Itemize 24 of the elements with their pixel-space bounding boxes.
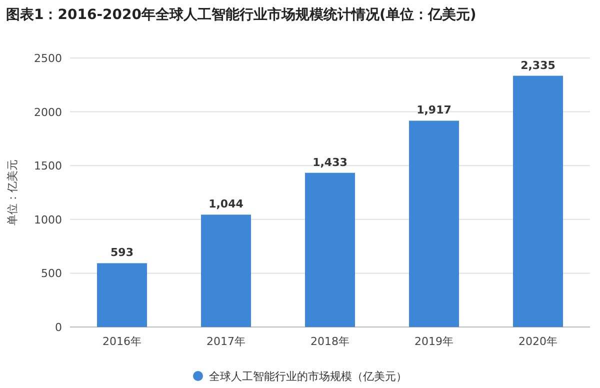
chart-title: 图表1：2016-2020年全球人工智能行业市场规模统计情况(单位：亿美元) [6, 6, 476, 23]
x-tick-label: 2019年 [414, 335, 454, 348]
x-tick-label: 2017年 [206, 335, 246, 348]
y-axis-title: 单位：亿美元 [6, 160, 19, 226]
y-tick-label: 2500 [34, 52, 62, 65]
bar [409, 120, 459, 327]
bar [97, 263, 147, 327]
data-label: 593 [110, 246, 134, 260]
bar [513, 76, 563, 327]
y-tick-label: 2000 [34, 106, 62, 119]
y-tick-label: 1500 [34, 160, 62, 173]
x-tick-label: 2018年 [310, 335, 350, 348]
data-label: 1,044 [208, 198, 244, 211]
data-label: 1,433 [312, 156, 348, 169]
data-label: 2,335 [520, 58, 556, 72]
bar [201, 214, 251, 327]
y-tick-label: 0 [55, 321, 62, 334]
x-tick-label: 2020年 [518, 335, 558, 348]
data-label: 1,917 [416, 104, 452, 117]
x-tick-label: 2016年 [102, 335, 142, 348]
y-tick-label: 500 [41, 267, 62, 280]
legend: 全球人工智能行业的市场规模（亿美元） [193, 370, 407, 383]
bar [305, 172, 355, 327]
y-tick-label: 1000 [34, 213, 62, 226]
